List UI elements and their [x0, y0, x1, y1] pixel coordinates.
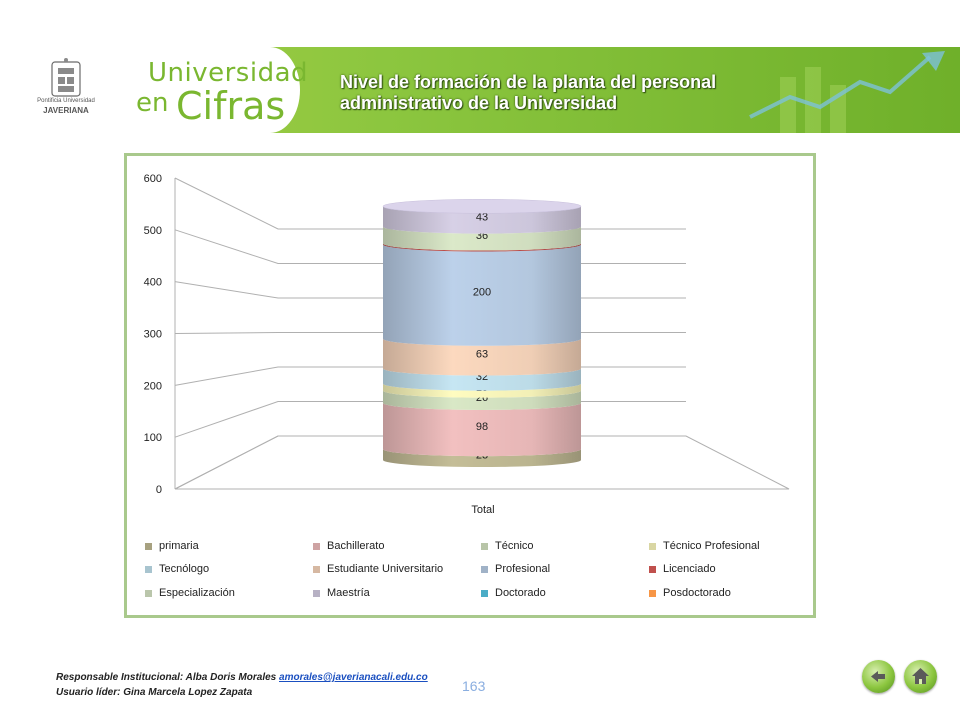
legend-label: Posdoctorado [663, 587, 731, 599]
footer-responsible-label: Responsable Institucional: Alba Doris Mo… [56, 672, 277, 683]
legend-swatch [481, 566, 488, 573]
brand-universidad: Universidad [148, 58, 309, 88]
legend-label: Técnico [495, 540, 534, 552]
legend-label: Tecnólogo [159, 563, 210, 575]
legend-swatch [481, 543, 488, 550]
legend-swatch [649, 543, 656, 550]
footer-email-link[interactable]: amorales@javerianacali.edu.co [279, 672, 428, 683]
data-label: 200 [473, 287, 491, 299]
y-tick-label: 300 [144, 329, 162, 341]
university-logo [51, 58, 81, 97]
y-tick-label: 100 [144, 432, 162, 444]
legend-swatch [649, 590, 656, 597]
page-title: Nivel de formación de la planta del pers… [340, 72, 717, 113]
cylinder-segment-tecnólogo [383, 368, 581, 391]
legend-swatch [481, 590, 488, 597]
data-label: 43 [476, 211, 488, 223]
legend-label: Maestría [327, 587, 370, 599]
footer-responsible-line: Responsable Institucional: Alba Doris Mo… [56, 670, 428, 685]
legend-label: Especialización [159, 587, 235, 599]
legend-label: Estudiante Universitario [327, 563, 444, 575]
cylinder-segment-maestría [383, 206, 581, 234]
legend-label: Técnico Profesional [663, 540, 760, 552]
cylinder-segment-profesional [383, 244, 581, 346]
legend-swatch [313, 543, 320, 550]
home-button[interactable] [904, 660, 937, 693]
footer-leader-line: Usuario líder: Gina Marcela Lopez Zapata [56, 687, 253, 698]
data-label: 98 [476, 421, 488, 433]
header-banner [0, 47, 960, 133]
brand-en: en [136, 88, 169, 118]
cylinder-segment-bachillerato [383, 402, 581, 457]
back-arrow-icon [871, 671, 885, 682]
legend-label: Doctorado [495, 587, 546, 599]
logo-text-bottom: JAVERIANA [43, 106, 89, 115]
back-button[interactable] [862, 660, 895, 693]
cylinder-segment-técnico [383, 390, 581, 410]
y-tick-label: 400 [144, 277, 162, 289]
page-number: 163 [462, 678, 486, 694]
legend-swatch [313, 590, 320, 597]
cylinder-segment-especialización [383, 226, 581, 251]
y-tick-label: 200 [144, 380, 162, 392]
banner-white-panel [0, 47, 300, 133]
legend-swatch [649, 566, 656, 573]
logo-text-top: Pontificia Universidad [37, 98, 95, 104]
legend-swatch [145, 566, 152, 573]
banner-decoration [749, 51, 945, 133]
legend-swatch [145, 590, 152, 597]
legend-swatch [313, 566, 320, 573]
cylinder-segment-estudiante-universitario [383, 338, 581, 376]
home-icon [912, 668, 929, 684]
x-category-label: Total [471, 504, 494, 516]
legend-label: Bachillerato [327, 540, 385, 552]
legend-label: Licenciado [663, 563, 716, 575]
cylinder-segment-técnico-profesional [383, 383, 581, 398]
cylinder-top-cap [382, 199, 582, 214]
legend-label: primaria [159, 540, 199, 552]
y-tick-label: 600 [144, 173, 162, 185]
chart-floor [174, 435, 790, 490]
y-tick-label: 500 [144, 225, 162, 237]
cylinder-segment-primaria [383, 449, 581, 467]
brand-cifras: Cifras [176, 84, 286, 128]
footer: Responsable Institucional: Alba Doris Mo… [56, 670, 428, 700]
y-tick-label: 0 [156, 484, 162, 496]
legend-swatch [145, 543, 152, 550]
data-label: 63 [476, 349, 488, 361]
legend-label: Profesional [495, 563, 551, 575]
